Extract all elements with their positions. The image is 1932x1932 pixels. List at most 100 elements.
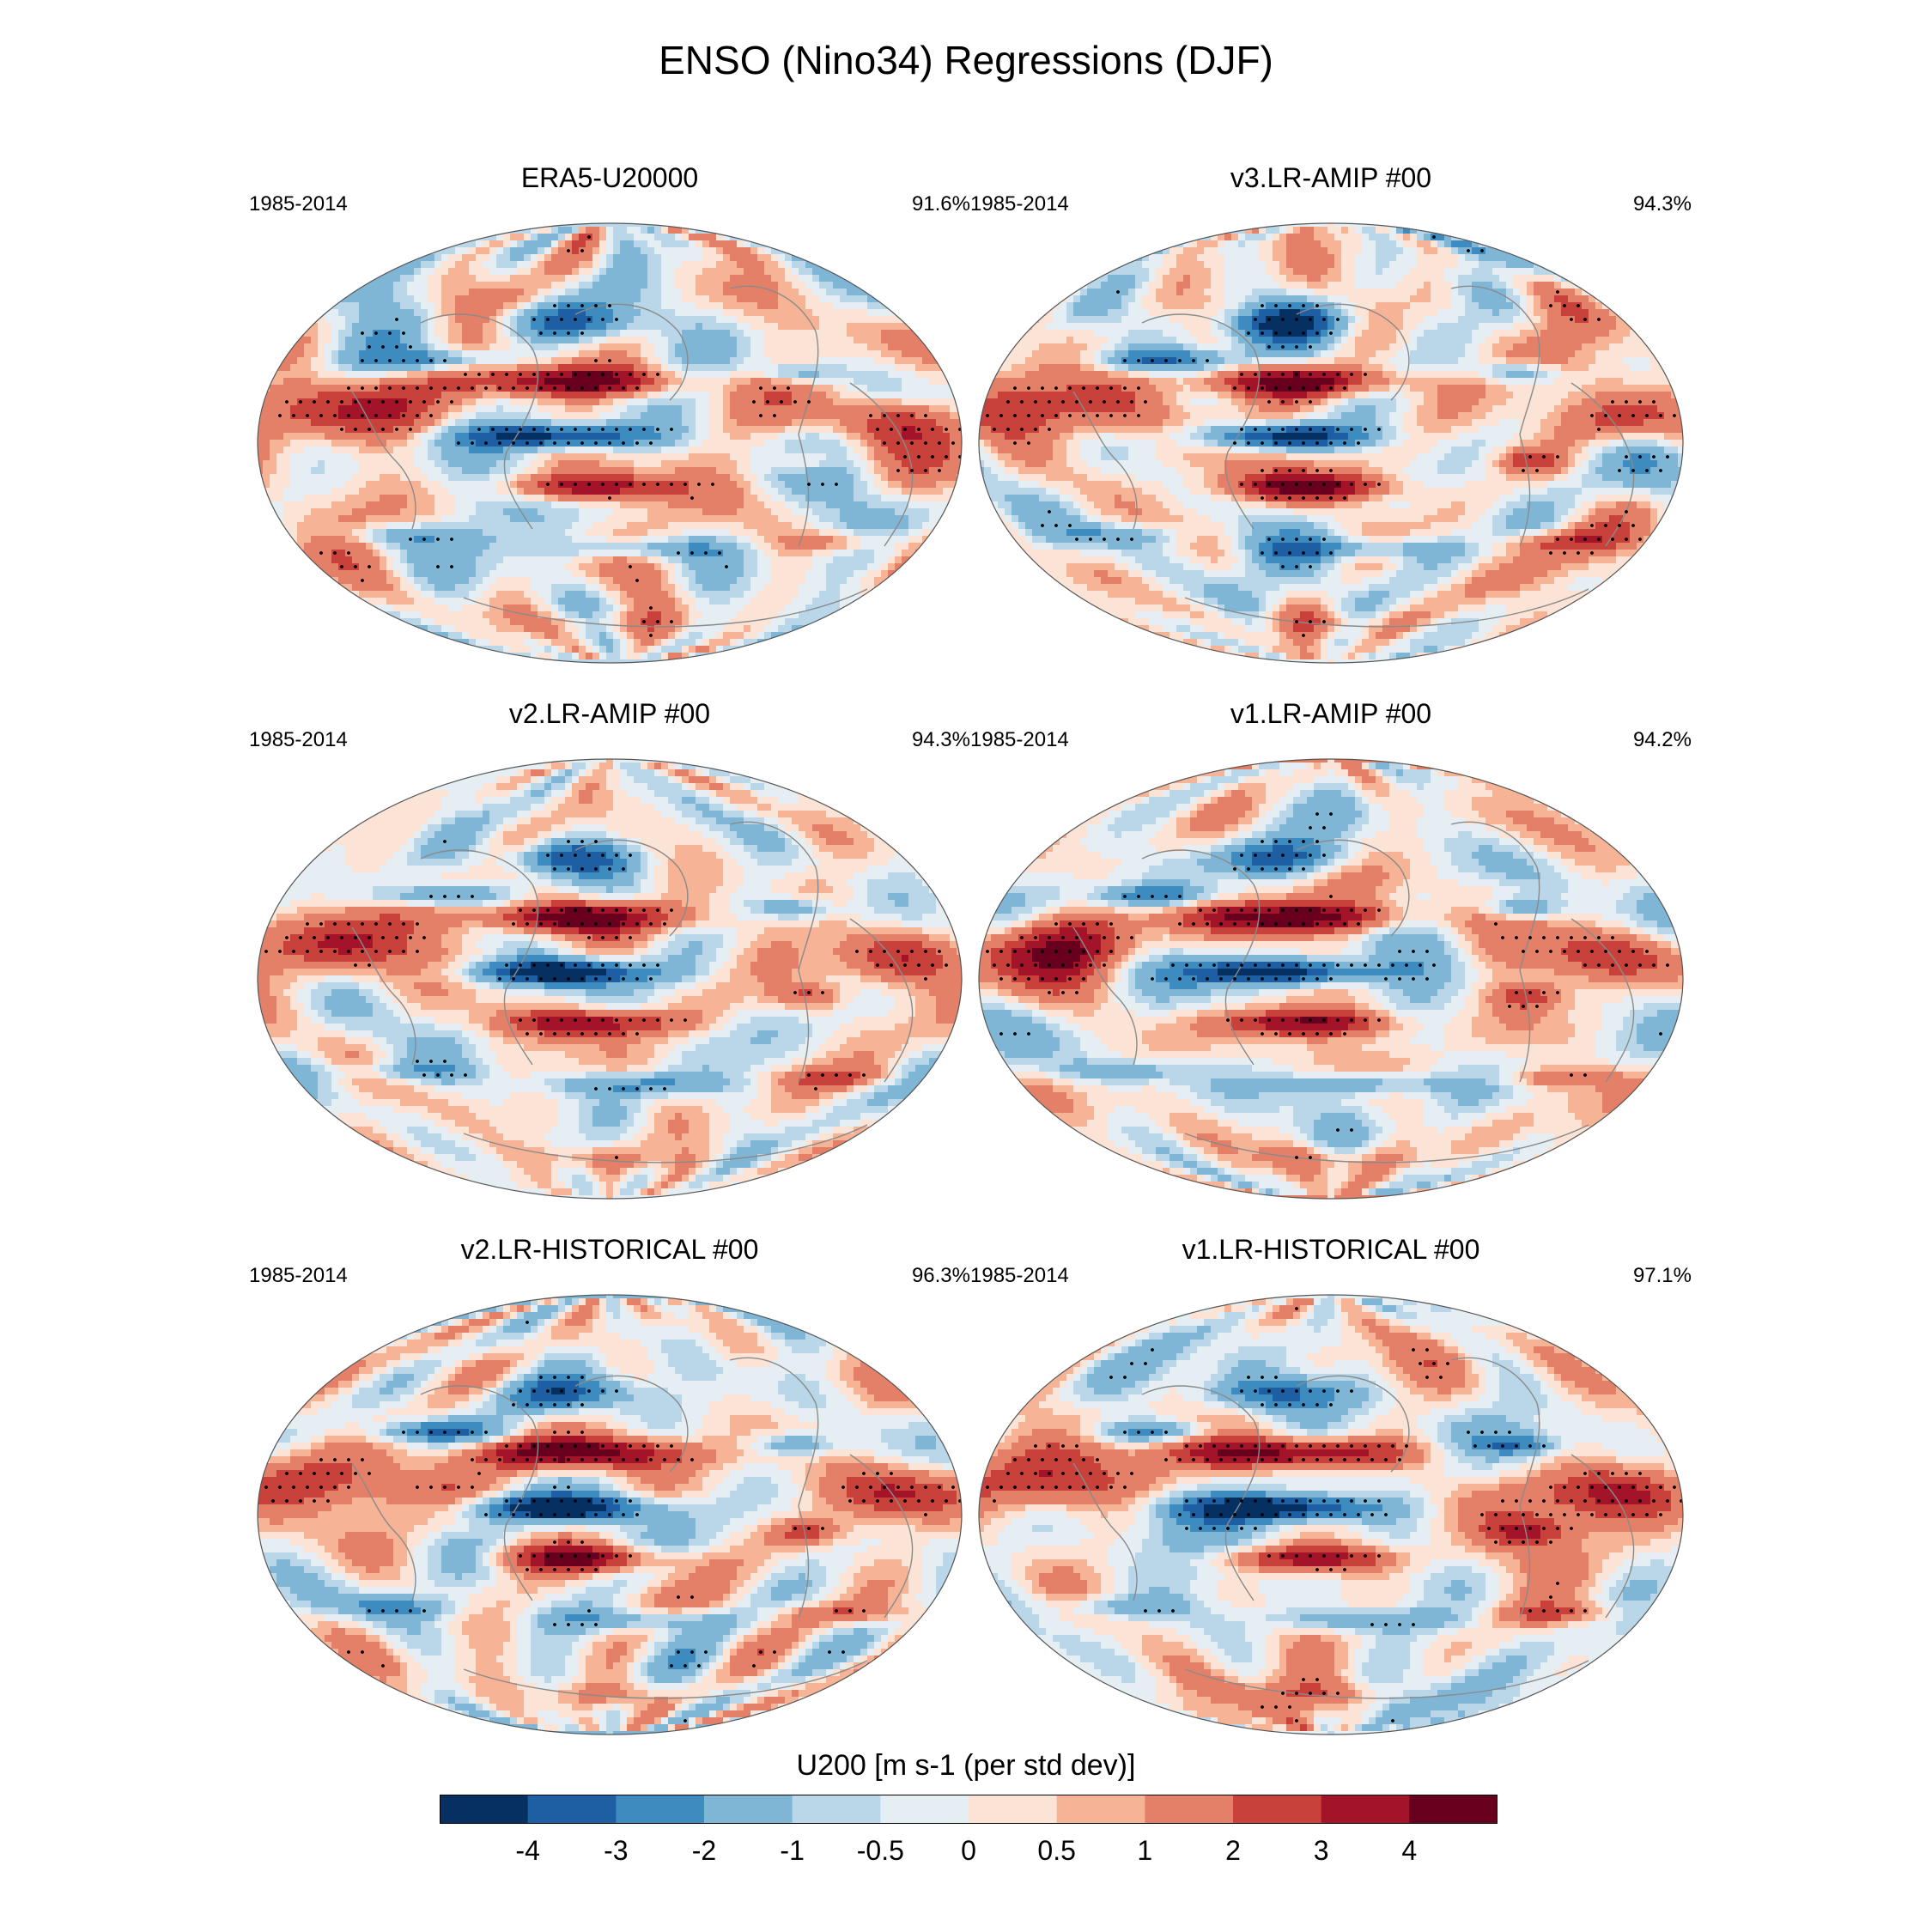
- map-cell: [757, 584, 765, 592]
- map-cell: [359, 337, 367, 344]
- map-cell: [345, 495, 353, 502]
- map-cell: [359, 364, 367, 372]
- map-cell: [373, 563, 380, 571]
- map-cell: [352, 350, 360, 358]
- map-cell: [737, 433, 744, 440]
- map-cell: [854, 495, 861, 502]
- map-cell: [702, 227, 710, 234]
- map-cell: [847, 337, 854, 344]
- map-cell: [496, 501, 504, 509]
- map-cell: [627, 364, 635, 372]
- map-cell: [778, 343, 786, 351]
- map-cell: [675, 591, 683, 598]
- map-cell: [661, 467, 669, 475]
- map-cell: [888, 316, 896, 324]
- map-cell: [744, 577, 751, 585]
- map-cell: [888, 392, 896, 399]
- map-cell: [895, 460, 902, 468]
- map-cell: [524, 474, 532, 482]
- map-cell: [963, 392, 970, 399]
- map-cell: [421, 282, 428, 289]
- map-cell: [558, 419, 566, 427]
- map-cell: [579, 357, 586, 365]
- map-cell: [915, 543, 923, 550]
- map-cell: [380, 309, 387, 317]
- map-cell: [737, 385, 744, 392]
- map-cell: [538, 323, 545, 331]
- map-cell: [476, 316, 483, 324]
- map-cell: [579, 501, 586, 509]
- map-cell: [826, 584, 834, 592]
- map-cell: [833, 550, 841, 557]
- map-cell: [826, 309, 834, 317]
- map-cell: [476, 323, 483, 331]
- map-cell: [599, 536, 607, 544]
- map-cell: [489, 412, 497, 420]
- map-cell: [352, 405, 360, 413]
- map-cell: [881, 323, 889, 331]
- map-cell: [716, 282, 724, 289]
- map-cell: [957, 495, 962, 502]
- map-cell: [661, 289, 669, 296]
- map-cell: [764, 426, 772, 434]
- map-cell: [833, 350, 841, 358]
- map-cell: [421, 481, 428, 489]
- map-cell: [881, 563, 889, 571]
- map-cell: [689, 584, 696, 592]
- map-cell: [634, 529, 641, 537]
- map-cell: [950, 501, 957, 509]
- map-cell: [551, 282, 559, 289]
- map-cell: [510, 302, 518, 310]
- map-cell: [929, 460, 937, 468]
- map-cell: [290, 550, 298, 557]
- map-cell: [517, 405, 525, 413]
- map-cell: [345, 522, 353, 530]
- map-cell: [558, 323, 566, 331]
- map-cell: [943, 460, 951, 468]
- map-cell: [283, 426, 291, 434]
- map-cell: [799, 536, 806, 544]
- map-cell: [421, 316, 428, 324]
- map-cell: [331, 433, 339, 440]
- map-cell: [963, 433, 970, 440]
- map-cell: [757, 234, 765, 241]
- map-cell: [627, 501, 635, 509]
- map-cell: [359, 481, 367, 489]
- map-cell: [276, 378, 284, 386]
- map-cell: [689, 426, 696, 434]
- map-cell: [558, 536, 566, 544]
- map-cell: [407, 350, 415, 358]
- map-cell: [812, 570, 820, 578]
- map-cell: [283, 337, 291, 344]
- map-cell: [936, 433, 944, 440]
- map-cell: [469, 289, 477, 296]
- map-cell: [258, 501, 264, 509]
- map-cell: [400, 419, 408, 427]
- map-cell: [908, 330, 916, 337]
- map-cell: [716, 584, 724, 592]
- map-cell: [434, 515, 442, 523]
- map-cell: [538, 584, 545, 592]
- map-cell: [805, 337, 813, 344]
- map-cell: [771, 433, 779, 440]
- map-cell: [496, 474, 504, 482]
- map-cell: [757, 591, 765, 598]
- map-cell: [620, 522, 628, 530]
- map-cell: [675, 378, 683, 386]
- map-cell: [854, 556, 861, 564]
- map-cell: [895, 577, 902, 585]
- map-cell: [455, 392, 463, 399]
- map-cell: [538, 488, 545, 495]
- map-cell: [538, 419, 545, 427]
- map-cell: [854, 343, 861, 351]
- map-cell: [531, 302, 538, 310]
- map-cell: [682, 223, 690, 228]
- map-cell: [668, 433, 676, 440]
- map-cell: [812, 426, 820, 434]
- map-cell: [888, 309, 896, 317]
- map-cell: [750, 433, 758, 440]
- map-cell: [448, 275, 456, 283]
- map-cell: [750, 275, 758, 283]
- map-cell: [778, 556, 786, 564]
- map-cell: [503, 522, 511, 530]
